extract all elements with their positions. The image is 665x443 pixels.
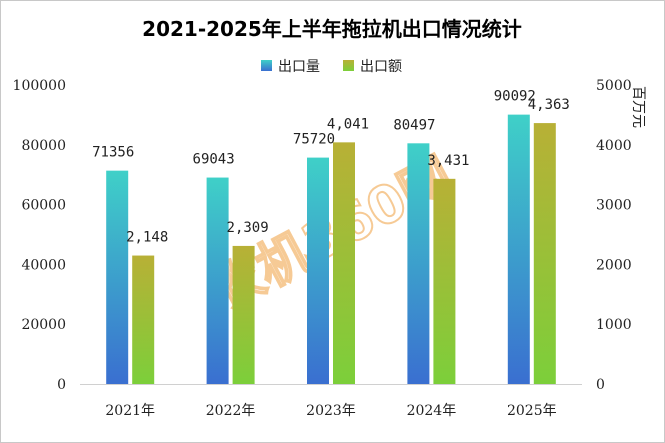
x-axis: 2021年 2022年 2023年 2024年 2025年: [80, 384, 582, 419]
right-tick-label: 1000: [596, 317, 632, 333]
data-label-export-value: 4,363: [528, 97, 570, 113]
x-tick-label: 2022年: [206, 403, 256, 419]
right-tick-label: 2000: [596, 257, 632, 273]
left-tick-label: 80000: [21, 138, 66, 154]
bar-export-qty: [206, 177, 229, 384]
data-label-export-qty: 71356: [92, 145, 134, 161]
bar-export-value: [333, 142, 355, 384]
x-tick-label: 2023年: [306, 403, 356, 419]
x-tick-label: 2025年: [507, 403, 557, 419]
bar-export-qty: [507, 114, 530, 384]
data-label-export-qty: 90092: [494, 89, 536, 105]
left-tick-label: 0: [57, 377, 66, 393]
data-label-export-value: 2,309: [227, 220, 269, 236]
left-tick-label: 20000: [21, 317, 66, 333]
bar-export-value: [232, 245, 255, 384]
bar-export-value: [533, 123, 556, 385]
right-tick-label: 4000: [596, 138, 632, 154]
data-label-export-value: 2,148: [126, 230, 168, 246]
right-tick-label: 0: [596, 377, 605, 393]
legend-label-qty: 出口量: [278, 59, 320, 75]
left-tick-label: 40000: [21, 257, 66, 273]
legend: 出口量 出口额: [261, 59, 402, 75]
bars: [106, 114, 556, 385]
right-axis: 0 1000 2000 3000 4000 5000: [596, 78, 632, 393]
bar-export-qty: [106, 170, 129, 384]
x-tick-label: 2021年: [105, 403, 155, 419]
chart-title: 2021-2025年上半年拖拉机出口情况统计: [142, 17, 522, 41]
legend-label-val: 出口额: [360, 59, 402, 75]
left-tick-label: 100000: [13, 78, 66, 94]
left-tick-label: 60000: [21, 198, 66, 214]
data-label-export-value: 4,041: [327, 116, 369, 132]
bar-export-value: [433, 178, 456, 384]
data-label-export-qty: 80497: [393, 117, 435, 133]
legend-swatch-val: [343, 60, 354, 71]
data-label-export-qty: 69043: [193, 152, 235, 168]
data-label-export-qty: 75720: [293, 132, 335, 148]
right-tick-label: 5000: [596, 78, 632, 94]
data-label-export-value: 3,431: [427, 153, 469, 169]
right-tick-label: 3000: [596, 198, 632, 214]
left-axis: 0 20000 40000 60000 80000 100000: [13, 78, 66, 393]
legend-swatch-qty: [261, 60, 272, 71]
bar-export-value: [132, 255, 155, 384]
right-axis-unit: 百万元: [630, 86, 646, 128]
bar-export-qty: [307, 157, 329, 384]
bar-export-qty: [407, 143, 430, 384]
x-tick-label: 2024年: [407, 403, 457, 419]
